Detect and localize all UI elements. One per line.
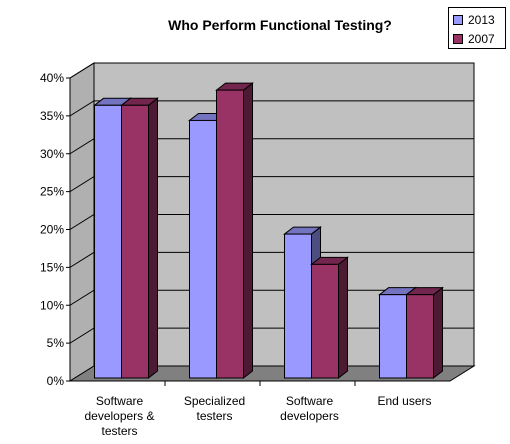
x-tick-label: End users	[377, 394, 431, 408]
bar	[406, 294, 434, 379]
x-tick-label: testers	[196, 409, 232, 423]
bar	[379, 294, 407, 379]
x-tick-label: Software	[96, 394, 144, 408]
y-tick-label: 20%	[40, 223, 64, 237]
y-tick-label: 0%	[47, 374, 65, 388]
gridline	[69, 62, 474, 79]
bar-side	[243, 82, 253, 380]
y-tick-label: 40%	[40, 71, 64, 85]
x-tick-label: developers &	[84, 409, 154, 423]
y-tick-label: 30%	[40, 147, 64, 161]
chart-title: Who Perform Functional Testing?	[168, 17, 392, 33]
bar	[284, 233, 312, 379]
bar	[216, 89, 244, 379]
legend-item-2013: 2013	[453, 11, 495, 27]
x-tick-label: Specialized	[184, 394, 245, 408]
bar-side	[433, 286, 443, 380]
bar-side	[148, 97, 158, 380]
legend-item-2007: 2007	[453, 30, 495, 46]
y-tick-label: 10%	[40, 298, 64, 312]
x-tick-label: Software	[286, 394, 334, 408]
y-tick-label: 35%	[40, 109, 64, 123]
bar-side	[338, 256, 348, 380]
legend-label-2007: 2007	[468, 31, 495, 46]
bar	[189, 119, 217, 379]
y-tick-label: 5%	[47, 336, 65, 350]
legend-swatch-2007	[453, 33, 463, 44]
gridline	[69, 100, 474, 117]
bar	[311, 263, 339, 379]
y-tick-label: 15%	[40, 260, 64, 274]
y-tick-label: 25%	[40, 185, 64, 199]
bar	[121, 104, 149, 379]
legend-swatch-2013	[453, 14, 463, 25]
x-tick-label: developers	[280, 409, 339, 423]
chart-legend: 2013 2007	[448, 7, 506, 49]
legend-label-2013: 2013	[468, 12, 495, 27]
x-tick-label: testers	[101, 424, 137, 438]
bar	[94, 104, 122, 379]
